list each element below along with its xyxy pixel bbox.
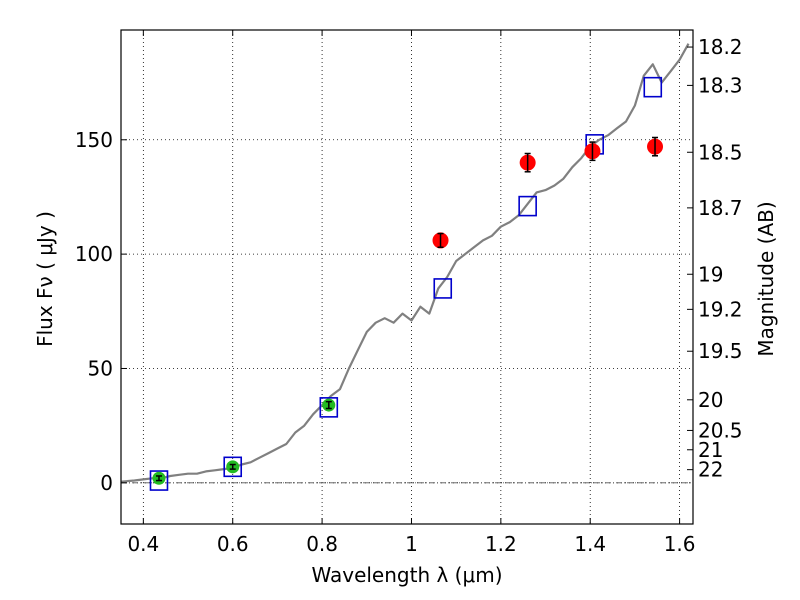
right-tick-label: 18.3	[698, 73, 743, 97]
y-axis-label: Flux Fν ( μJy )	[33, 211, 57, 347]
x-axis: 0.4 0.6 0.8 1 1.2 1.4 1.6	[127, 30, 696, 556]
x-tick-label: 0.4	[127, 532, 159, 556]
x-tick-label: 1	[405, 532, 418, 556]
nir-points	[432, 136, 664, 249]
x-tick-label: 1.2	[485, 532, 517, 556]
model-point	[433, 278, 453, 299]
right-axis-label: Magnitude (AB)	[754, 201, 778, 356]
model-point	[319, 397, 339, 418]
right-tick-label: 20.5	[698, 418, 743, 442]
model-point	[223, 456, 243, 478]
spectrum-series	[120, 43, 690, 483]
plot-frame	[120, 29, 694, 525]
right-tick-label: 18.5	[698, 140, 743, 164]
right-tick-label: 19.2	[698, 297, 743, 321]
y-tick-label: 50	[88, 356, 113, 380]
model-point	[149, 470, 169, 491]
grid	[121, 30, 693, 524]
optical-points	[152, 398, 336, 485]
x-axis-label: Wavelength λ (μm)	[311, 563, 502, 587]
y-tick-label: 100	[75, 242, 113, 266]
y-tick-label: 150	[75, 128, 113, 152]
right-tick-label: 19.5	[698, 339, 743, 363]
right-tick-label: 22	[698, 458, 723, 482]
x-tick-label: 1.4	[574, 532, 606, 556]
x-tick-label: 1.6	[664, 532, 696, 556]
x-tick-label: 0.6	[217, 532, 249, 556]
model-point	[518, 195, 537, 217]
right-tick-label: 19	[698, 262, 723, 286]
right-tick-label: 20	[698, 388, 723, 412]
right-tick-label: 18.7	[698, 196, 743, 220]
spectrum-line	[120, 43, 690, 483]
right-tick-label: 21	[698, 438, 723, 462]
y-axis: 0 50 100 150	[75, 128, 127, 495]
x-tick-label: 0.8	[306, 532, 338, 556]
right-tick-label: 18.2	[698, 35, 743, 59]
model-point	[643, 76, 663, 98]
y-tick-label: 0	[100, 471, 113, 495]
